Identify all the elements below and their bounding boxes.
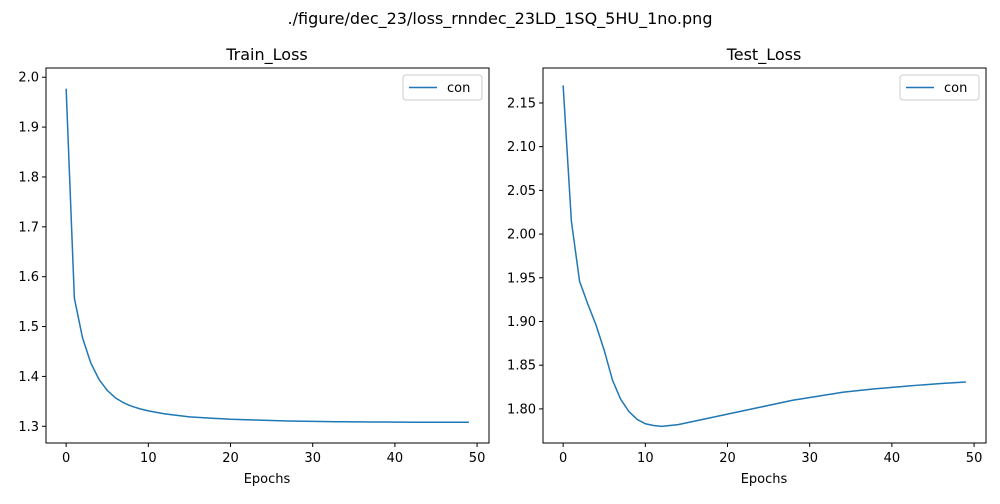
test-loss-y-tick-label: 1.85	[507, 359, 536, 374]
test-loss-y-axis: 1.80 1.85 1.90 1.95 2.00 2.05 2.10 2.15	[507, 96, 543, 417]
train-loss-y-tick-label: 1.5	[18, 320, 39, 335]
test-loss-x-tick-label: 50	[966, 451, 983, 466]
train-loss-panel: Train_Loss 1.3 1.4 1.5 1.6 1.7 1.8 1.9 2.0 0 10 2…	[18, 45, 490, 487]
test-loss-legend: con	[899, 74, 980, 101]
train-loss-plot-area	[45, 67, 490, 444]
test-loss-legend-box	[899, 74, 980, 101]
train-loss-legend-box	[402, 74, 483, 101]
train-loss-con-line	[65, 88, 469, 424]
test-loss-x-tick-label: 10	[637, 451, 654, 466]
train-loss-y-tick-label: 1.8	[18, 170, 39, 185]
train-loss-y-tick-label: 1.7	[18, 220, 39, 235]
test-loss-y-tick-label: 2.15	[507, 96, 536, 111]
train-loss-legend: con	[402, 74, 483, 101]
train-loss-x-axis: 0 10 20 30 40 50	[62, 443, 485, 466]
train-loss-x-tick-label: 0	[62, 451, 70, 466]
test-loss-x-axis: 0 10 20 30 40 50	[559, 443, 982, 466]
train-loss-x-tick-label: 10	[140, 451, 157, 466]
test-loss-y-tick-label: 2.00	[507, 228, 536, 243]
train-loss-x-tick-label: 40	[387, 451, 404, 466]
test-loss-y-tick-label: 2.05	[507, 184, 536, 199]
train-loss-x-label: Epochs	[244, 472, 291, 487]
test-loss-x-tick-label: 40	[884, 451, 901, 466]
train-loss-y-tick-label: 2.0	[18, 71, 39, 86]
test-loss-y-tick-label: 2.10	[507, 140, 536, 155]
test-loss-legend-label: con	[944, 81, 967, 96]
train-loss-x-tick-label: 20	[222, 451, 239, 466]
test-loss-y-tick-label: 1.95	[507, 271, 536, 286]
train-loss-y-tick-label: 1.3	[18, 420, 39, 435]
test-loss-x-tick-label: 30	[801, 451, 818, 466]
test-loss-con-line	[562, 85, 966, 428]
test-loss-x-tick-label: 0	[559, 451, 567, 466]
test-loss-x-label: Epochs	[741, 472, 788, 487]
train-loss-y-tick-label: 1.4	[18, 370, 39, 385]
train-loss-title: Train_Loss	[225, 45, 307, 65]
test-loss-plot-area	[542, 67, 987, 444]
train-loss-y-axis: 1.3 1.4 1.5 1.6 1.7 1.8 1.9 2.0	[18, 71, 46, 435]
test-loss-y-tick-label: 1.80	[507, 402, 536, 417]
train-loss-y-tick-label: 1.6	[18, 270, 39, 285]
test-loss-title: Test_Loss	[726, 45, 802, 65]
train-loss-x-tick-label: 30	[304, 451, 321, 466]
figure-title: ./figure/dec_23/loss_rnndec_23LD_1SQ_5HU…	[288, 9, 713, 29]
train-loss-legend-label: con	[447, 81, 470, 96]
test-loss-y-tick-label: 1.90	[507, 315, 536, 330]
train-loss-y-tick-label: 1.9	[18, 121, 39, 136]
train-loss-x-tick-label: 50	[469, 451, 486, 466]
test-loss-x-tick-label: 20	[719, 451, 736, 466]
test-loss-panel: Test_Loss 1.80 1.85 1.90 1.95 2.00 2.05 2.10 2.…	[507, 45, 987, 487]
